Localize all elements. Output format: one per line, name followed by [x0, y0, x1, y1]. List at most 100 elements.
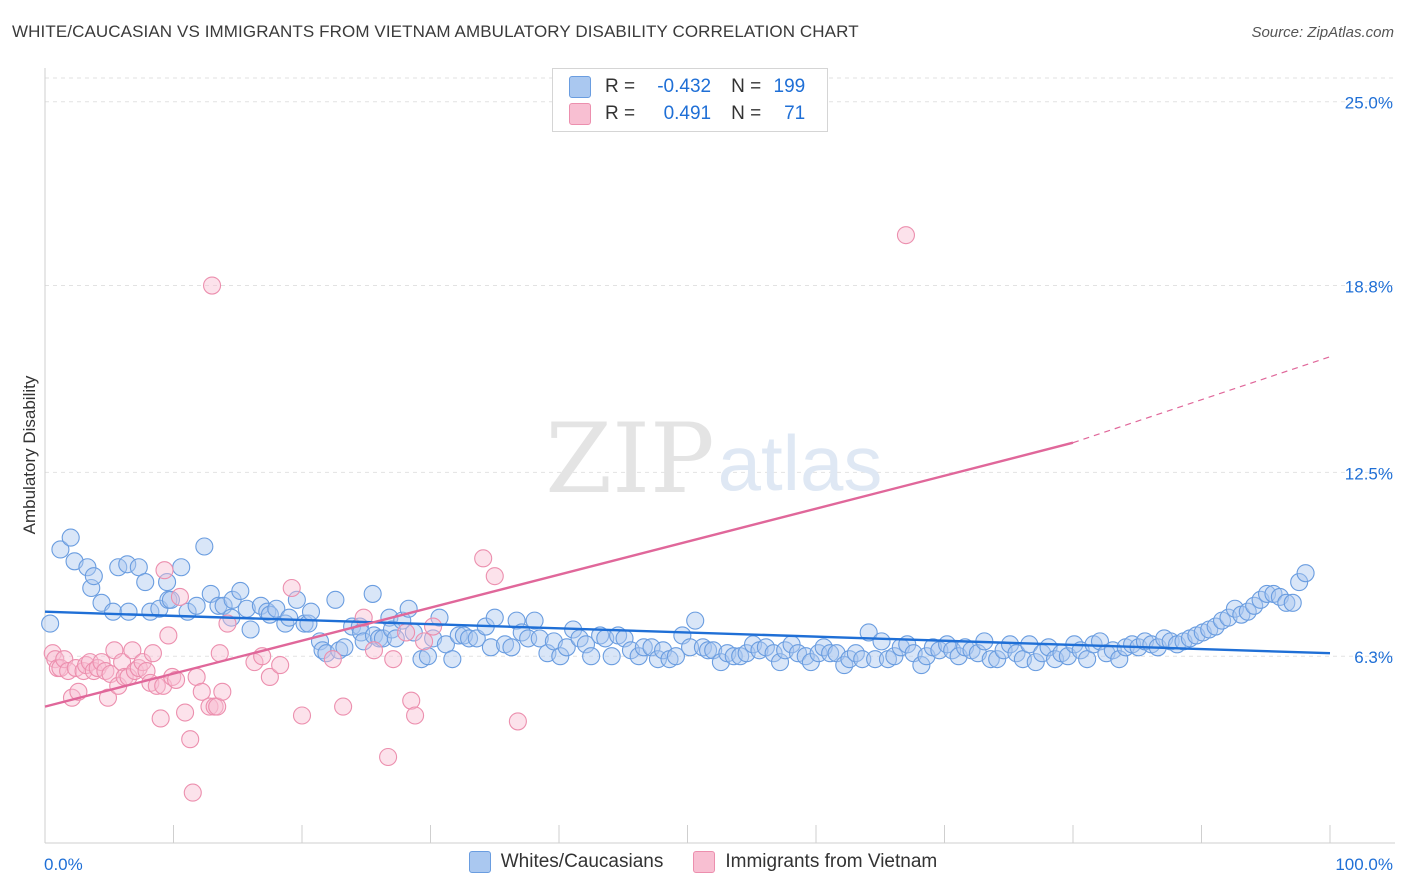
data-point	[1277, 593, 1296, 612]
data-point	[213, 682, 232, 701]
data-point	[260, 667, 279, 687]
data-point	[1110, 650, 1129, 669]
data-point	[82, 578, 101, 598]
data-point	[459, 629, 479, 648]
x-tick-label: 100.0%	[1335, 855, 1393, 874]
watermark-zip: ZIP	[545, 403, 714, 515]
data-point	[424, 617, 443, 636]
data-point	[770, 653, 790, 672]
legend-item-vietnam[interactable]: Immigrants from Vietnam	[693, 851, 937, 873]
data-point	[119, 602, 138, 621]
data-point	[104, 602, 123, 621]
data-point	[200, 697, 219, 716]
data-point	[1296, 564, 1315, 583]
data-point	[151, 709, 170, 728]
data-point	[384, 650, 403, 669]
y-axis-label: Ambulatory Disability	[20, 375, 39, 534]
data-point	[136, 573, 155, 592]
x-tick-label: 0.0%	[44, 855, 83, 874]
n-label: N =	[731, 76, 762, 97]
data-point	[203, 276, 222, 295]
stats-swatch-whites	[569, 76, 591, 98]
data-point	[397, 623, 416, 642]
data-point	[192, 682, 211, 701]
data-point	[301, 602, 321, 621]
data-point	[402, 691, 421, 710]
data-point	[508, 712, 527, 731]
x-tick-labels: 0.0% 100.0%	[44, 855, 1393, 874]
data-point	[474, 549, 493, 568]
data-point	[78, 558, 97, 577]
data-point	[666, 647, 685, 666]
data-point	[187, 596, 206, 615]
data-point	[170, 587, 189, 606]
r-label: R =	[605, 76, 636, 97]
y-tick-labels: 6.3% 12.5% 18.8% 25.0%	[1345, 94, 1393, 667]
data-point	[1283, 593, 1302, 612]
data-point	[364, 641, 384, 660]
data-point	[418, 647, 437, 666]
r-value: 0.491	[663, 103, 712, 124]
data-point	[872, 632, 891, 651]
data-point	[133, 653, 152, 672]
data-point	[167, 670, 186, 689]
data-point	[51, 540, 70, 559]
legend-swatch-whites	[468, 851, 491, 873]
watermark: ZIP atlas	[545, 403, 882, 515]
data-point	[292, 706, 312, 725]
data-point	[123, 641, 142, 660]
trend-line-extension	[1072, 356, 1331, 444]
trend-line	[44, 610, 1331, 655]
data-point	[551, 647, 570, 666]
data-point	[334, 697, 353, 716]
data-point	[96, 661, 115, 681]
data-point	[988, 650, 1007, 669]
data-point	[241, 620, 260, 639]
data-point	[866, 650, 885, 669]
data-point	[271, 656, 290, 675]
legend-label-whites: Whites/Caucasians	[500, 851, 664, 872]
data-point	[896, 226, 916, 245]
data-point	[449, 626, 468, 645]
correlation-stats-box: R = -0.432 N = 199 R = 0.491 N = 71	[552, 68, 828, 132]
trend-lines	[44, 356, 1331, 708]
data-point	[1290, 573, 1309, 592]
series-vietnam-points	[43, 226, 916, 802]
data-point	[363, 584, 382, 603]
y-tick-label: 12.5%	[1345, 464, 1393, 483]
data-point	[143, 644, 162, 663]
data-point	[382, 620, 402, 639]
data-point	[821, 644, 840, 663]
data-point	[155, 561, 174, 580]
data-point	[507, 611, 526, 630]
data-point	[218, 614, 237, 633]
data-point	[282, 578, 301, 598]
stats-row-whites: R = -0.432 N = 199	[569, 75, 805, 99]
data-point	[354, 632, 373, 651]
legend-item-whites[interactable]: Whites/Caucasians	[468, 851, 664, 873]
data-point	[379, 747, 398, 767]
legend-swatch-vietnam	[693, 851, 716, 873]
data-point	[181, 730, 200, 749]
data-point	[41, 614, 60, 633]
data-point	[335, 638, 354, 657]
data-point	[525, 611, 544, 630]
data-point	[326, 590, 345, 609]
data-point	[642, 638, 661, 657]
data-point	[981, 650, 1000, 669]
data-point	[530, 629, 549, 648]
r-label: R =	[605, 103, 636, 124]
data-point	[485, 567, 504, 586]
data-point	[502, 638, 521, 657]
data-point	[430, 608, 449, 627]
source-credit: Source: ZipAtlas.com	[1251, 24, 1394, 41]
data-point	[323, 650, 342, 669]
data-point	[591, 626, 610, 645]
grid-lines	[45, 77, 1395, 657]
series-whites-points	[41, 528, 1315, 675]
watermark-atlas: atlas	[718, 419, 883, 507]
data-point	[280, 608, 299, 627]
data-point	[885, 647, 904, 666]
y-tick-label: 6.3%	[1354, 648, 1393, 667]
